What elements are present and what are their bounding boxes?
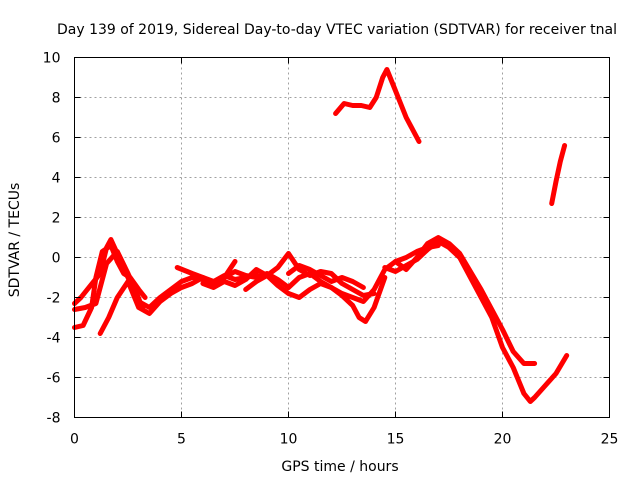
y-tick-label: -2 [47, 291, 61, 307]
y-tick-label: 0 [52, 251, 61, 267]
y-tick-label: 4 [52, 171, 61, 187]
y-tick-label: 6 [52, 131, 61, 147]
chart-title: Day 139 of 2019, Sidereal Day-to-day VTE… [57, 22, 617, 38]
series-line-trace-3 [97, 271, 259, 336]
y-tick-label: -8 [47, 411, 61, 427]
series-group [72, 67, 570, 404]
x-tick-label: 20 [494, 432, 512, 448]
x-tick-label: 10 [280, 432, 298, 448]
axis-ticks: 0 5 10 15 20 25 -8 -6 -4 -2 0 2 4 6 8 10 [43, 51, 619, 448]
series-line-trace-11 [333, 67, 422, 144]
series-line-trace-6 [200, 267, 388, 324]
y-tick-label: -4 [47, 331, 61, 347]
y-tick-label: 10 [43, 51, 61, 67]
x-tick-label: 0 [70, 432, 79, 448]
x-axis-label: GPS time / hours [281, 459, 398, 475]
series-line-trace-7 [243, 251, 377, 298]
series-line-trace-8 [286, 263, 366, 290]
y-tick-label: 8 [52, 91, 61, 107]
grid [74, 57, 610, 418]
plot-frame [74, 57, 610, 418]
y-axis-label: SDTVAR / TECUs [7, 183, 23, 298]
y-tick-label: -6 [47, 371, 61, 387]
y-tick-label: 2 [52, 211, 61, 227]
series-line-trace-4 [72, 249, 146, 312]
series-line-trace-10 [393, 235, 538, 366]
series-line-trace-12 [549, 143, 568, 206]
x-tick-label: 5 [177, 432, 186, 448]
x-tick-label: 25 [601, 432, 619, 448]
x-tick-label: 15 [387, 432, 405, 448]
